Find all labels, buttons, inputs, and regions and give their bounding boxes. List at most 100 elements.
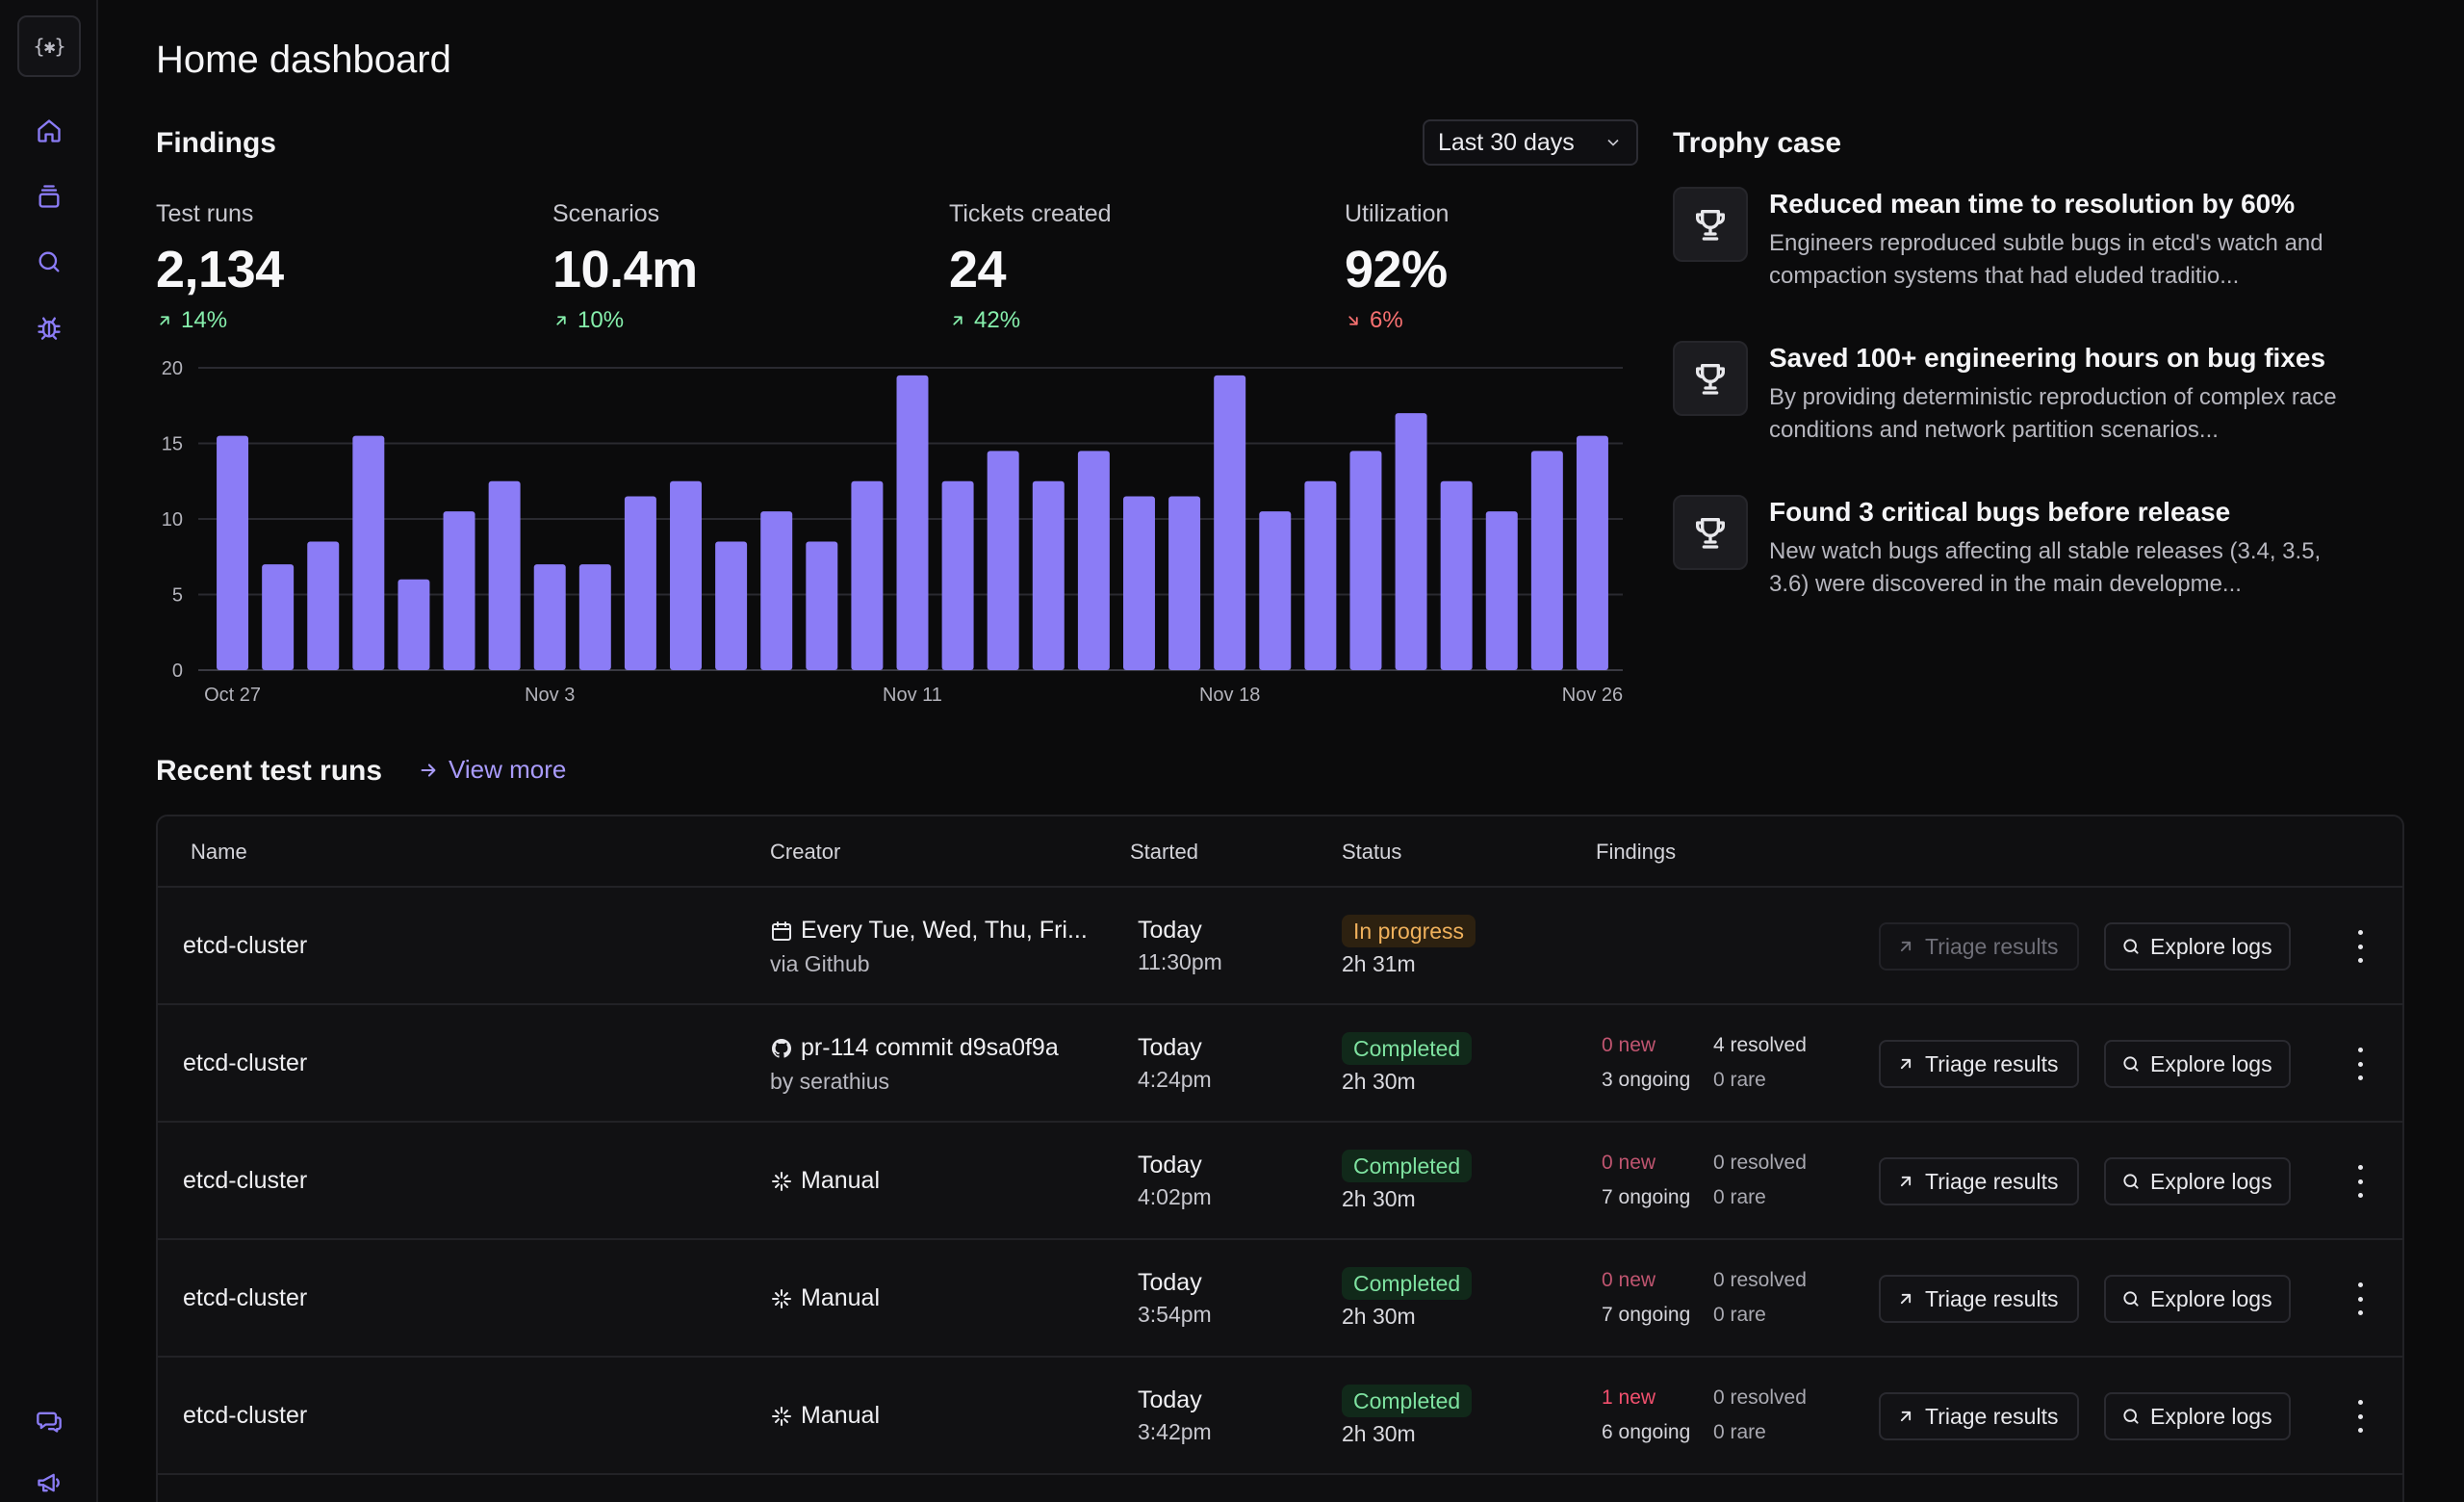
table-header: Name Creator Started Status Findings xyxy=(158,816,2402,888)
chart-bar xyxy=(1214,375,1246,670)
run-creator: pr-114 commit d9sa0f9a xyxy=(770,1034,1059,1062)
arrow-up-right-icon xyxy=(160,316,169,325)
trophy-icon-box xyxy=(1673,341,1748,416)
trophy-description: New watch bugs affecting all stable rele… xyxy=(1769,538,2322,597)
chart-svg: 0 5 10 15 20 Oct 27 Nov 3 Nov 11 Nov 18 Nov 26 xyxy=(162,358,1623,706)
run-creator: Every Tue, Wed, Thu, Fri... xyxy=(770,917,1088,945)
findings-new: 1 new xyxy=(1602,1386,1656,1409)
table-row[interactable]: etcd-cluster Manual Today 4:02pm Complet… xyxy=(158,1123,2402,1240)
chat-icon xyxy=(37,1411,62,1433)
trophy-item: Found 3 critical bugs before release New… xyxy=(1673,495,2366,620)
date-range-select[interactable]: Last 30 days xyxy=(1423,119,1638,166)
explore-logs-label: Explore logs xyxy=(2150,1168,2272,1194)
column-header-started: Started xyxy=(1130,840,1198,864)
findings-title: Findings xyxy=(156,127,276,159)
recent-runs-title: Recent test runs xyxy=(156,755,383,787)
findings-rare: 0 rare xyxy=(1713,1304,1766,1326)
triage-results-button[interactable]: Triage results xyxy=(1879,1275,2079,1323)
metric-value: 24 xyxy=(949,241,1007,298)
findings-rare: 0 rare xyxy=(1713,1186,1766,1208)
explore-logs-button[interactable]: Explore logs xyxy=(2104,1157,2291,1205)
chart-bar xyxy=(307,541,340,670)
findings-resolved: 0 resolved xyxy=(1713,1269,1807,1291)
chart-bar xyxy=(1576,435,1608,670)
run-started-time: 3:54pm xyxy=(1138,1302,1212,1327)
table-row[interactable]: etcd-cluster pr-114 commit d9sa0f9a by s… xyxy=(158,1005,2402,1123)
x-tick-label: Nov 26 xyxy=(1562,685,1623,706)
explore-logs-button[interactable]: Explore logs xyxy=(2104,1275,2291,1323)
bug-icon xyxy=(38,317,61,340)
chart-bar xyxy=(1395,413,1427,670)
sidebar-item-search[interactable] xyxy=(30,243,68,281)
chart-bar xyxy=(352,435,385,670)
chart-bar xyxy=(1530,451,1563,670)
run-started-time: 4:02pm xyxy=(1138,1184,1212,1209)
arrow-up-right-icon xyxy=(1900,1293,1912,1305)
findings-rare: 0 rare xyxy=(1713,1069,1766,1091)
more-options-icon[interactable] xyxy=(2352,1048,2368,1080)
table-row[interactable]: etcd-cluster Every Tue, Wed, Thu, Fri...… xyxy=(158,888,2402,1005)
metric-change-value: 10% xyxy=(578,307,625,333)
triage-results-label: Triage results xyxy=(1925,933,2059,959)
chart-bar xyxy=(896,375,929,670)
app-logo[interactable]: {✱} xyxy=(17,15,81,77)
more-options-icon[interactable] xyxy=(2352,1165,2368,1198)
run-duration: 2h 30m xyxy=(1342,1421,1416,1446)
explore-logs-button[interactable]: Explore logs xyxy=(2104,1040,2291,1088)
triage-results-button[interactable]: Triage results xyxy=(1879,1157,2079,1205)
findings-resolved: 4 resolved xyxy=(1713,1034,1807,1056)
explore-logs-label: Explore logs xyxy=(2150,1050,2272,1076)
findings-ongoing: 6 ongoing xyxy=(1602,1421,1691,1443)
findings-ongoing: 3 ongoing xyxy=(1602,1069,1691,1091)
findings-bar-chart: 0 5 10 15 20 Oct 27 Nov 3 Nov 11 Nov 18 Nov 26 xyxy=(135,347,1636,712)
more-options-icon[interactable] xyxy=(2352,930,2368,963)
chart-bar xyxy=(760,511,793,670)
github-icon xyxy=(771,1038,792,1058)
explore-logs-button[interactable]: Explore logs xyxy=(2104,922,2291,971)
explore-logs-label: Explore logs xyxy=(2150,933,2272,959)
status-badge: In progress xyxy=(1342,915,1476,947)
triage-results-button[interactable]: Triage results xyxy=(1879,922,2079,971)
more-options-icon[interactable] xyxy=(2352,1282,2368,1315)
metric-tickets-created: Tickets created 24 42% xyxy=(949,200,1315,334)
explore-logs-button[interactable]: Explore logs xyxy=(2104,1392,2291,1440)
run-duration: 2h 30m xyxy=(1342,1186,1416,1211)
arrow-down-right-icon xyxy=(1348,316,1358,325)
sparkle-icon xyxy=(772,1288,791,1308)
table-row[interactable]: etcd-cluster Manual Today 3:42pm Complet… xyxy=(158,1358,2402,1475)
trophy-title: Found 3 critical bugs before release xyxy=(1769,497,2231,527)
chart-bar xyxy=(1168,496,1201,670)
run-started-day: Today xyxy=(1138,1152,1202,1178)
run-creator-label: Every Tue, Wed, Thu, Fri... xyxy=(801,917,1088,944)
table-row[interactable]: etcd-cluster Manual Today 3:54pm Complet… xyxy=(158,1240,2402,1358)
metric-label: Scenarios xyxy=(552,200,660,227)
sidebar-item-announcements[interactable] xyxy=(30,1463,68,1502)
sidebar-item-bugs[interactable] xyxy=(30,308,68,347)
run-name: etcd-cluster xyxy=(183,1402,308,1429)
view-more-link[interactable]: View more xyxy=(418,755,566,785)
column-header-status: Status xyxy=(1342,840,1402,864)
sidebar-item-test-runs[interactable] xyxy=(30,177,68,216)
chart-bar xyxy=(443,511,475,670)
arrow-up-right-icon xyxy=(1900,1411,1912,1422)
trophy-case-title: Trophy case xyxy=(1673,127,1842,159)
run-name: etcd-cluster xyxy=(183,932,308,959)
status-badge: Completed xyxy=(1342,1267,1473,1300)
metric-change: 42% xyxy=(949,307,1315,334)
metric-utilization: Utilization 92% 6% xyxy=(1345,200,1710,334)
metric-label: Tickets created xyxy=(949,200,1112,227)
sidebar-item-home[interactable] xyxy=(30,112,68,150)
chart-bar xyxy=(398,579,430,670)
sidebar-item-feedback[interactable] xyxy=(30,1402,68,1440)
metric-value: 92% xyxy=(1345,241,1448,298)
run-name: etcd-cluster xyxy=(183,1284,308,1311)
more-options-icon[interactable] xyxy=(2352,1400,2368,1433)
triage-results-button[interactable]: Triage results xyxy=(1879,1040,2079,1088)
x-tick-label: Oct 27 xyxy=(204,685,261,706)
home-icon xyxy=(38,119,61,142)
y-tick-label: 5 xyxy=(172,585,183,607)
arrow-up-right-icon xyxy=(556,316,566,325)
metric-label: Test runs xyxy=(156,200,254,227)
triage-results-button[interactable]: Triage results xyxy=(1879,1392,2079,1440)
run-started-day: Today xyxy=(1138,917,1202,944)
